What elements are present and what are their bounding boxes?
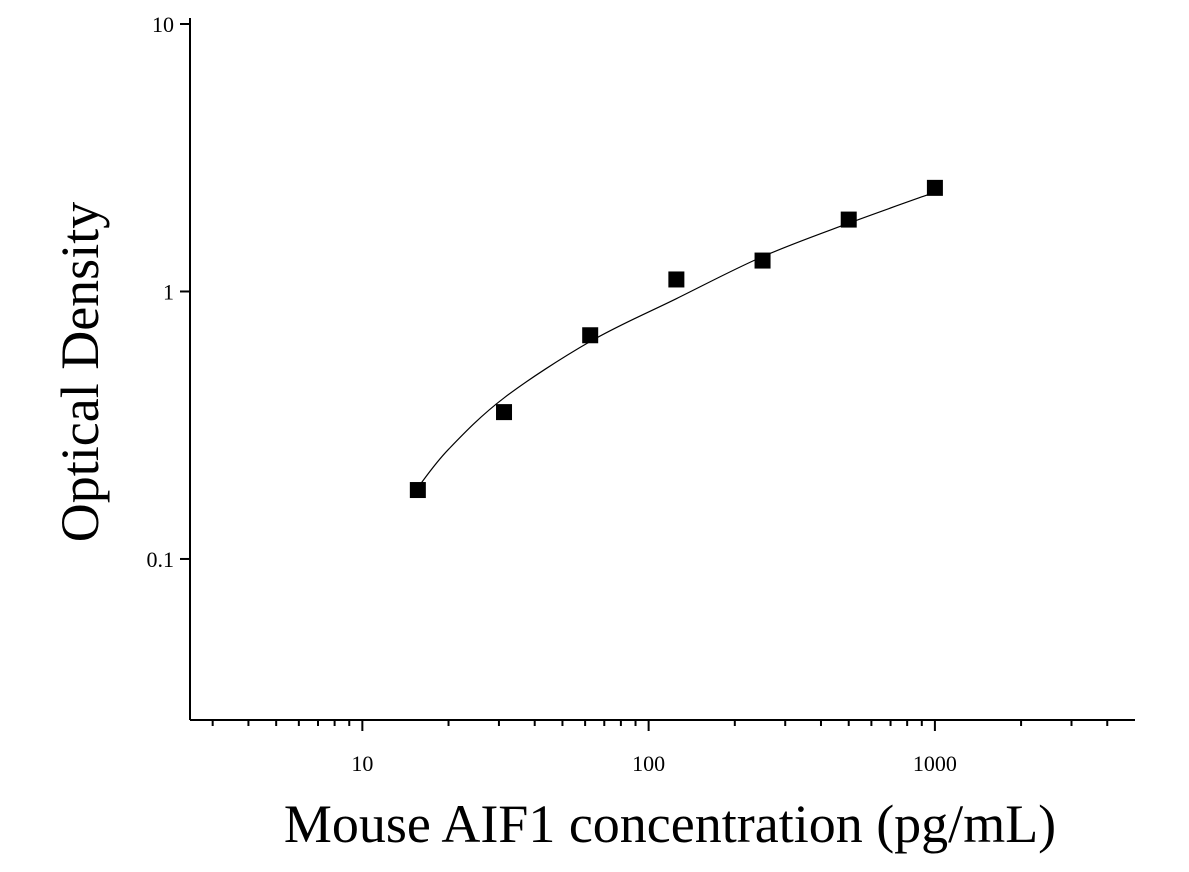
data-point — [926, 179, 943, 196]
data-point — [582, 327, 599, 344]
data-point — [496, 404, 513, 421]
data-point — [840, 211, 857, 228]
x-tick-label: 1000 — [913, 751, 957, 776]
y-tick-label: 1 — [163, 279, 174, 304]
y-tick-label: 10 — [152, 12, 174, 37]
data-point — [409, 482, 426, 499]
x-tick-label: 10 — [351, 751, 373, 776]
data-point — [668, 271, 685, 288]
y-tick-label: 0.1 — [147, 547, 175, 572]
fit-curve — [417, 191, 936, 488]
y-axis-label: Optical Density — [50, 202, 110, 542]
x-tick-label: 100 — [632, 751, 665, 776]
data-point — [754, 252, 771, 269]
x-axis-label: Mouse AIF1 concentration (pg/mL) — [284, 794, 1056, 854]
